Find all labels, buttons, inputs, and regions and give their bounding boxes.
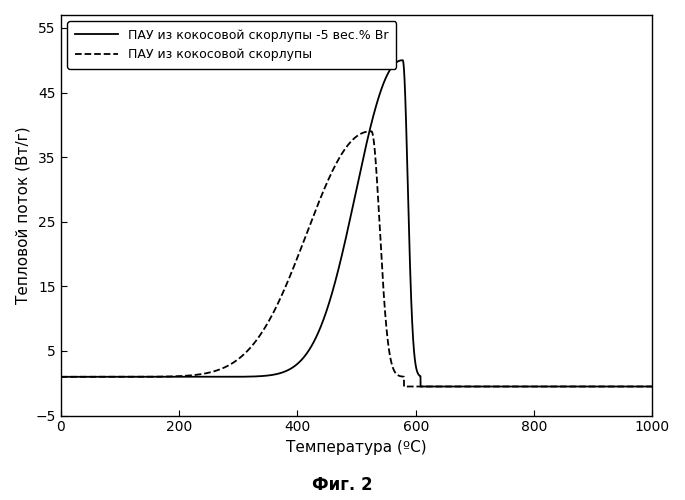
ПАУ из кокосовой скорлупы	[57, 374, 65, 380]
ПАУ из кокосовой скорлупы	[60, 374, 68, 380]
ПАУ из кокосовой скорлупы -5 вес.% Br	[399, 57, 407, 63]
ПАУ из кокосовой скорлупы -5 вес.% Br	[60, 374, 68, 380]
ПАУ из кокосовой скорлупы	[82, 374, 90, 380]
ПАУ из кокосовой скорлупы	[648, 384, 656, 390]
Line: ПАУ из кокосовой скорлупы -5 вес.% Br: ПАУ из кокосовой скорлупы -5 вес.% Br	[61, 60, 652, 386]
Legend: ПАУ из кокосовой скорлупы -5 вес.% Br, ПАУ из кокосовой скорлупы: ПАУ из кокосовой скорлупы -5 вес.% Br, П…	[67, 21, 397, 68]
ПАУ из кокосовой скорлупы -5 вес.% Br	[92, 374, 100, 380]
Text: Фиг. 2: Фиг. 2	[312, 476, 373, 494]
ПАУ из кокосовой скорлупы -5 вес.% Br	[57, 374, 65, 380]
ПАУ из кокосовой скорлупы -5 вес.% Br	[173, 374, 181, 380]
ПАУ из кокосовой скорлупы	[367, 128, 375, 134]
X-axis label: Температура (ºC): Температура (ºC)	[286, 440, 427, 455]
Line: ПАУ из кокосовой скорлупы: ПАУ из кокосовой скорлупы	[61, 132, 652, 386]
ПАУ из кокосовой скорлупы	[617, 384, 625, 390]
ПАУ из кокосовой скорлупы -5 вес.% Br	[416, 384, 425, 390]
ПАУ из кокосовой скорлупы	[400, 384, 408, 390]
ПАУ из кокосовой скорлупы	[346, 140, 354, 145]
ПАУ из кокосовой скорлупы	[173, 373, 181, 379]
ПАУ из кокосовой скорлупы -5 вес.% Br	[648, 384, 656, 390]
ПАУ из кокосовой скорлупы -5 вес.% Br	[82, 374, 90, 380]
ПАУ из кокосовой скорлупы -5 вес.% Br	[617, 384, 625, 390]
ПАУ из кокосовой скорлупы	[92, 374, 100, 380]
Y-axis label: Тепловой поток (Вт/г): Тепловой поток (Вт/г)	[15, 126, 30, 304]
ПАУ из кокосовой скорлупы -5 вес.% Br	[346, 216, 354, 222]
